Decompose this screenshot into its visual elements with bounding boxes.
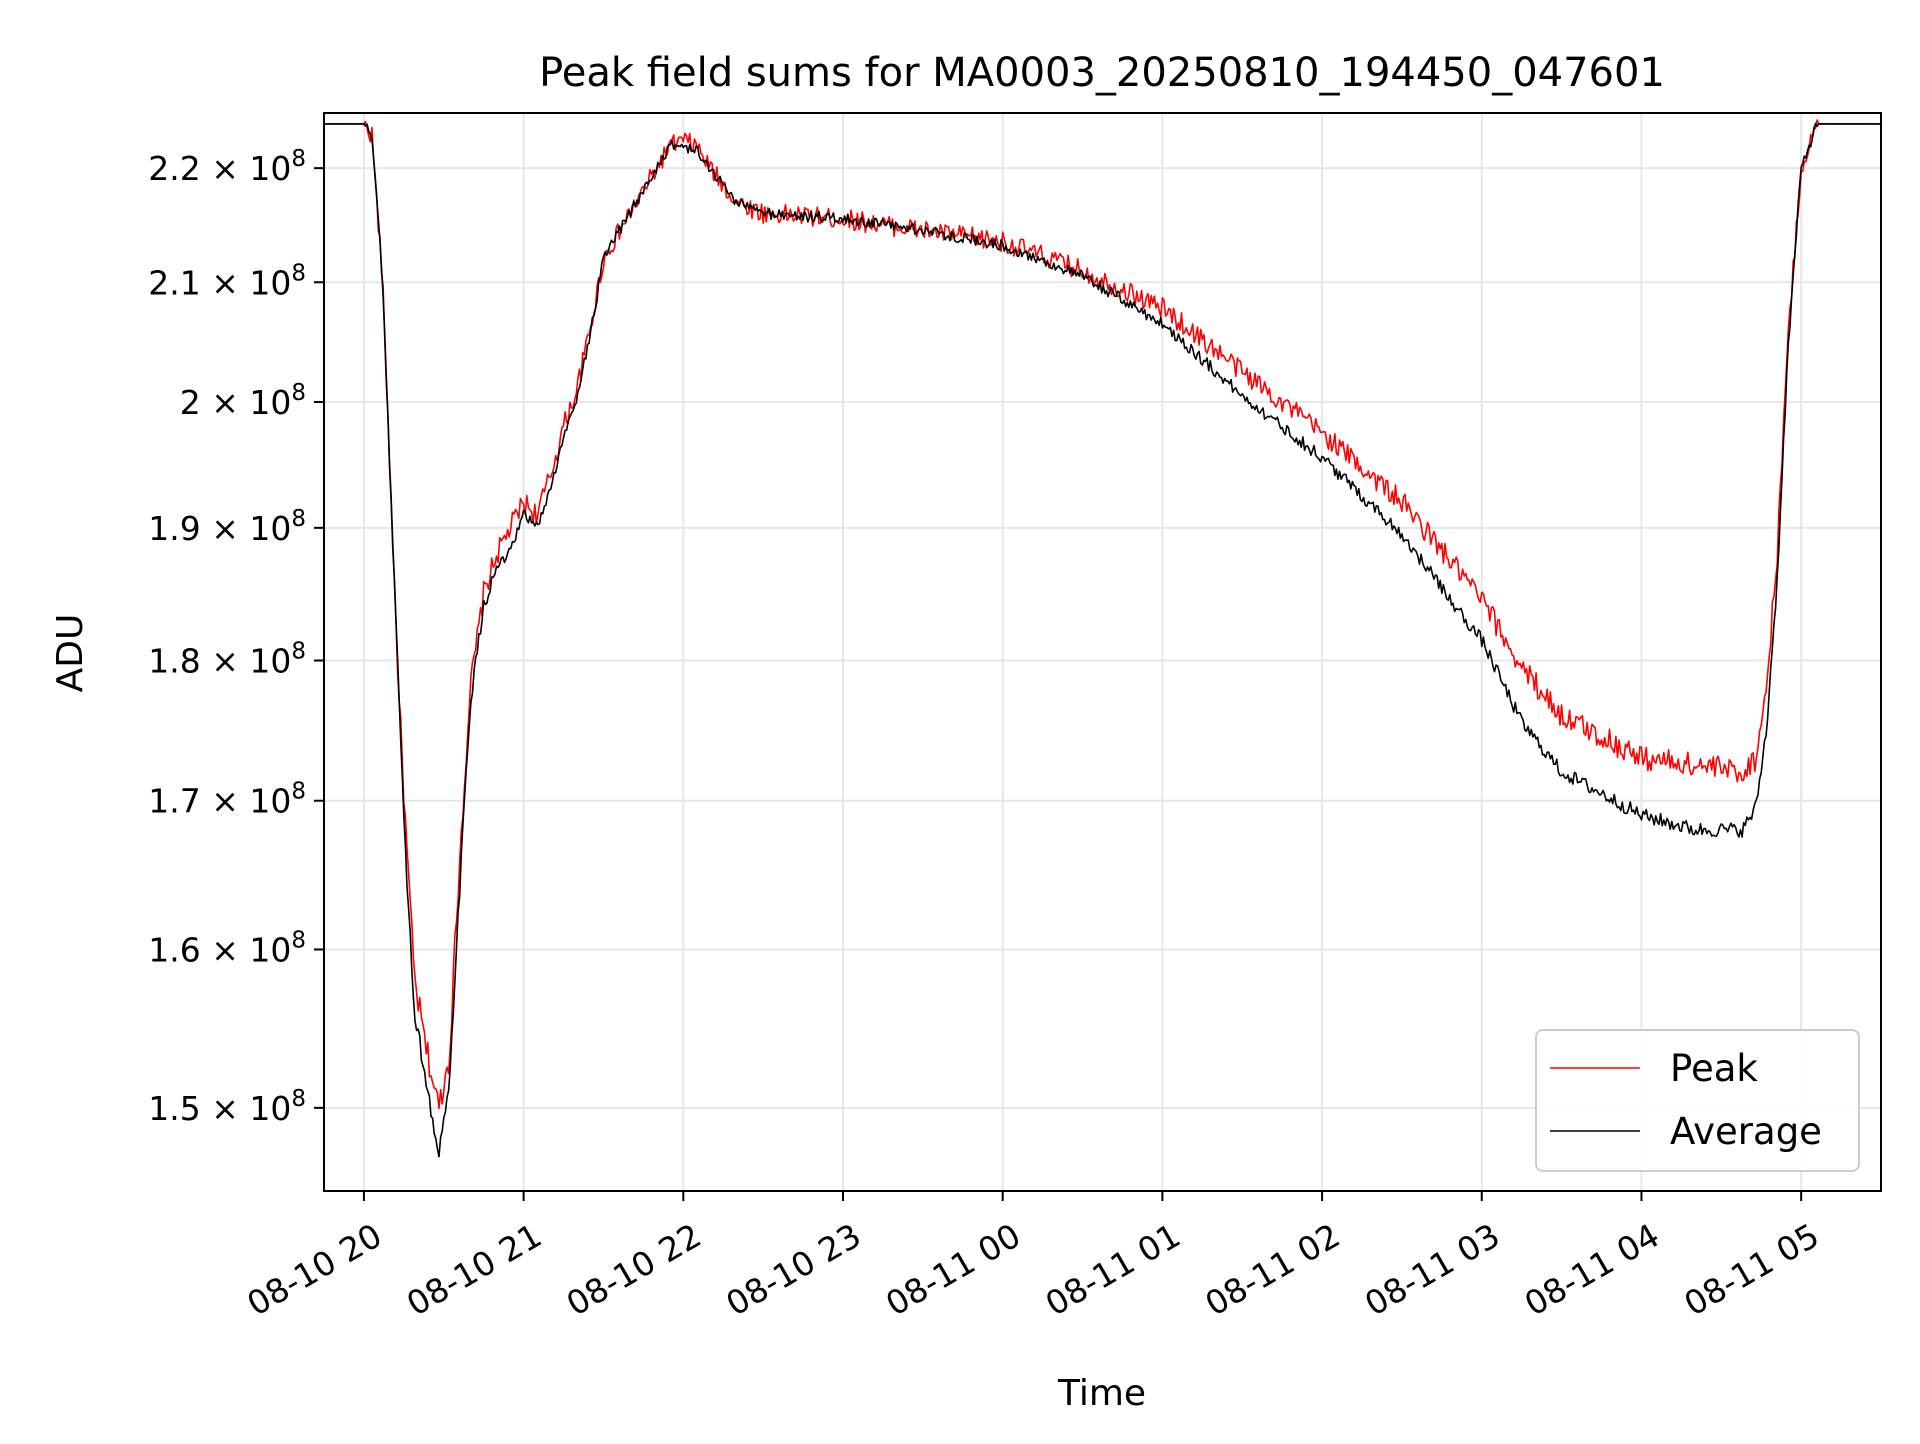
plot-frame — [323, 112, 1882, 1192]
y-tick-label: 2.1 × 108 — [148, 260, 306, 302]
y-tick-label: 1.9 × 108 — [148, 506, 306, 548]
x-axis-label: Time — [1057, 1373, 1146, 1414]
y-tick-label: 1.7 × 108 — [148, 779, 306, 821]
series-lines — [324, 119, 1881, 1158]
y-tick-label: 2.2 × 108 — [148, 146, 306, 188]
legend-average-label: Average — [1670, 1110, 1822, 1153]
y-tick-label: 1.5 × 108 — [148, 1086, 306, 1128]
y-axis-label: ADU — [50, 614, 91, 693]
series-line-average — [324, 122, 1881, 1158]
y-axis: 1.5 × 108 1.6 × 108 1.7 × 108 1.8 × 108 1.9 … — [148, 146, 324, 1128]
y-tick-label: 1.8 × 108 — [148, 638, 306, 680]
y-tick-label: 2 × 108 — [180, 380, 306, 422]
y-tick-label: 1.6 × 108 — [148, 927, 306, 969]
legend: Peak Average — [1535, 1029, 1860, 1172]
series-line-peak — [324, 119, 1881, 1110]
legend-peak-label: Peak — [1670, 1047, 1758, 1090]
legend-box — [1535, 1029, 1860, 1172]
chart-title: Peak field sums for MA0003_20250810_1944… — [539, 50, 1665, 96]
